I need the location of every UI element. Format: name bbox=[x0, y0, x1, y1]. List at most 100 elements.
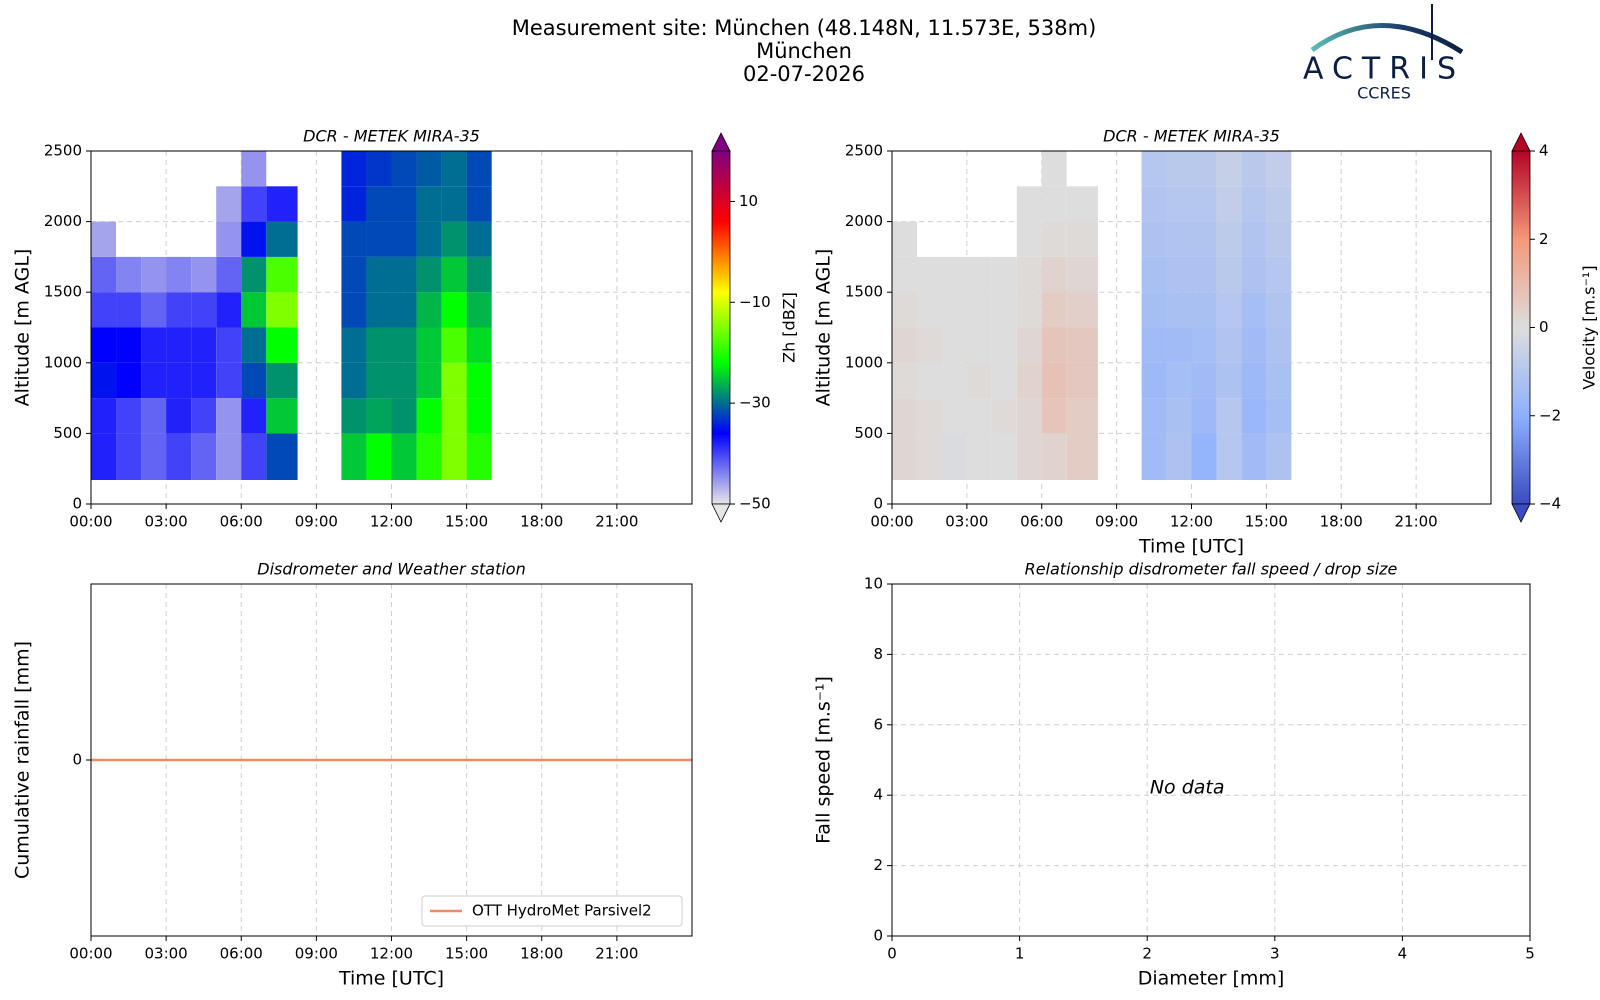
heatmap-cell bbox=[416, 151, 442, 187]
panel: 00:00 03:00 06:00 09:00 12:00 15:00 18:00 21:00… bbox=[813, 127, 1599, 558]
heatmap-cell bbox=[1016, 398, 1042, 434]
x-tick-label: 18:00 bbox=[1320, 513, 1363, 531]
y-axis-label: Altitude [m AGL] bbox=[12, 249, 34, 407]
heatmap-cell bbox=[191, 398, 217, 434]
y-tick-label: 500 bbox=[53, 424, 82, 442]
x-tick-label: 09:00 bbox=[295, 513, 338, 531]
heatmap-cell bbox=[1016, 221, 1042, 257]
colorbar-extend-bottom bbox=[1511, 503, 1531, 523]
heatmap-cell bbox=[1266, 292, 1292, 328]
heatmap-cell bbox=[441, 398, 467, 434]
heatmap-cell bbox=[391, 362, 417, 399]
heatmap-cell bbox=[441, 151, 467, 187]
heatmap-cell bbox=[116, 292, 142, 328]
heatmap-cell bbox=[466, 398, 492, 434]
y-tick-label: 0 bbox=[873, 495, 883, 513]
x-tick-label: 06:00 bbox=[1020, 513, 1063, 531]
heatmap-cell bbox=[466, 221, 492, 257]
heatmap-cell bbox=[1216, 398, 1242, 434]
heatmap-cell bbox=[941, 362, 967, 399]
heatmap-cell bbox=[1141, 292, 1167, 328]
x-tick-label: 5 bbox=[1525, 945, 1535, 963]
heatmap-cell bbox=[466, 433, 492, 480]
heatmap-cell bbox=[1066, 362, 1098, 399]
panel: 0 1 2 3 4 5 0 2 4 6 8 10 No data Relationship disdrom… bbox=[813, 560, 1535, 990]
x-tick-label: 2 bbox=[1142, 945, 1152, 963]
heatmap-cell bbox=[991, 398, 1017, 434]
heatmap-cell bbox=[216, 221, 242, 257]
heatmap-cell bbox=[191, 292, 217, 328]
heatmap-cell bbox=[241, 433, 267, 480]
heatmap-cell bbox=[241, 151, 267, 187]
heatmap-cell bbox=[1241, 256, 1267, 293]
y-tick-label: 10 bbox=[864, 575, 883, 593]
figure-title: Measurement site: München (48.148N, 11.5… bbox=[512, 16, 1097, 40]
heatmap-cell bbox=[1166, 433, 1192, 480]
heatmap-cell bbox=[1216, 186, 1242, 222]
heatmap-cell bbox=[1041, 433, 1067, 480]
heatmap-cell bbox=[441, 292, 467, 328]
heatmap-cell bbox=[391, 433, 417, 480]
heatmap-cell bbox=[1041, 327, 1067, 363]
x-tick-label: 15:00 bbox=[445, 513, 488, 531]
heatmap-cell bbox=[416, 362, 442, 399]
heatmap-cell bbox=[441, 433, 467, 480]
heatmap-cell bbox=[116, 327, 142, 363]
y-axis-label: Cumulative rainfall [mm] bbox=[12, 641, 34, 879]
heatmap-cell bbox=[341, 398, 367, 434]
heatmap-cell bbox=[191, 327, 217, 363]
heatmap-cell bbox=[266, 362, 298, 399]
heatmap-cell bbox=[116, 398, 142, 434]
heatmap-cell bbox=[1216, 256, 1242, 293]
heatmap-cell bbox=[1191, 186, 1217, 222]
heatmap-cell bbox=[1216, 362, 1242, 399]
heatmap-cell bbox=[1191, 151, 1217, 187]
y-tick-label: 4 bbox=[873, 786, 883, 804]
heatmap-cell bbox=[892, 398, 917, 434]
heatmap-cell bbox=[1166, 292, 1192, 328]
heatmap-cell bbox=[966, 433, 992, 480]
colorbar-tick-label: −10 bbox=[739, 293, 771, 311]
x-tick-label: 09:00 bbox=[295, 945, 338, 963]
x-tick-label: 1 bbox=[1015, 945, 1025, 963]
heatmap-cell bbox=[916, 292, 942, 328]
colorbar-tick-label: −4 bbox=[1539, 495, 1561, 513]
x-tick-label: 00:00 bbox=[69, 513, 112, 531]
x-tick-label: 4 bbox=[1398, 945, 1408, 963]
heatmap-cell bbox=[216, 186, 242, 222]
heatmap-cell bbox=[241, 186, 267, 222]
y-tick-label: 1500 bbox=[845, 283, 883, 301]
heatmap-cell bbox=[1016, 433, 1042, 480]
heatmap-cell bbox=[391, 151, 417, 187]
heatmap-cell bbox=[966, 327, 992, 363]
x-tick-label: 00:00 bbox=[69, 945, 112, 963]
heatmap-cell bbox=[216, 327, 242, 363]
heatmap-cell bbox=[366, 256, 392, 293]
heatmap-cell bbox=[1241, 433, 1267, 480]
heatmap-cell bbox=[141, 256, 167, 293]
heatmap-cell bbox=[341, 221, 367, 257]
heatmap-cell bbox=[1266, 221, 1292, 257]
heatmap-cell bbox=[416, 292, 442, 328]
heatmap-cell bbox=[1216, 327, 1242, 363]
heatmap-cell bbox=[266, 186, 298, 222]
heatmap-cell bbox=[416, 433, 442, 480]
heatmap-cell bbox=[1191, 256, 1217, 293]
y-tick-label: 2000 bbox=[845, 212, 883, 230]
heatmap-cell bbox=[266, 292, 298, 328]
y-tick-label: 6 bbox=[873, 715, 883, 733]
heatmap-cell bbox=[241, 221, 267, 257]
heatmap-cell bbox=[1191, 362, 1217, 399]
heatmap-cell bbox=[941, 327, 967, 363]
heatmap-cell bbox=[266, 221, 298, 257]
colorbar-label: Velocity [m.s⁻¹] bbox=[1580, 265, 1599, 389]
heatmap-cell bbox=[1166, 221, 1192, 257]
heatmap-cell bbox=[1241, 186, 1267, 222]
heatmap-cell bbox=[1266, 433, 1292, 480]
heatmap-cell bbox=[1141, 186, 1167, 222]
y-axis-label: Altitude [m AGL] bbox=[813, 249, 835, 407]
axes-frame bbox=[90, 150, 693, 505]
heatmap-cell bbox=[1066, 398, 1098, 434]
y-tick-label: 500 bbox=[854, 424, 883, 442]
